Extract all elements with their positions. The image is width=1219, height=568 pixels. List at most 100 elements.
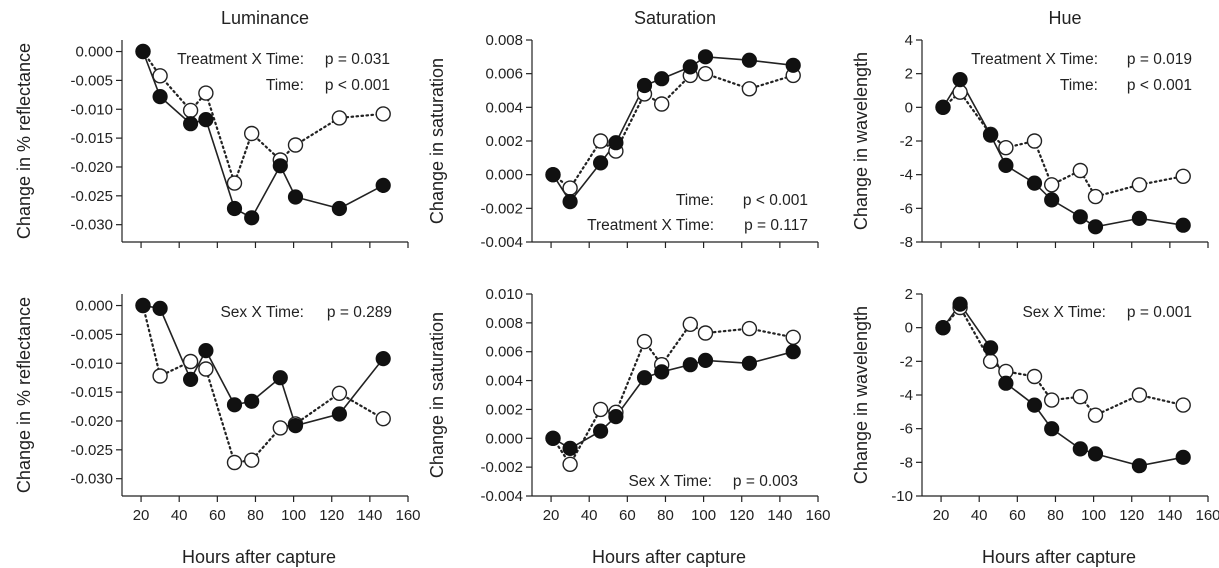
- data-point-filled: [785, 57, 801, 73]
- data-point-open: [152, 368, 168, 384]
- data-point-filled: [952, 296, 968, 312]
- data-point-filled: [545, 167, 561, 183]
- data-point-filled: [272, 370, 288, 386]
- y-tick-label: -0.030: [70, 471, 113, 488]
- data-point-open: [375, 411, 391, 427]
- x-tick-label: 80: [247, 507, 264, 524]
- y-tick-label: -0.002: [480, 459, 523, 476]
- y-tick-label: 0.000: [485, 167, 523, 184]
- y-tick-label: -0.004: [480, 234, 523, 251]
- data-point-filled: [636, 77, 653, 94]
- x-tick-label: 100: [281, 507, 306, 524]
- y-tick-label: 0: [905, 320, 913, 337]
- panel-4: 0.000 -0.005 -0.010 -0.015 -0.020 -0.025 -0.03…: [14, 294, 421, 567]
- data-point-filled: [1131, 210, 1148, 226]
- y-tick-label: 0.002: [485, 401, 523, 418]
- data-point-filled: [135, 43, 151, 60]
- data-point-open: [785, 329, 801, 345]
- y-tick-label: 0.008: [485, 315, 523, 332]
- y-tick-label: -0.015: [70, 130, 113, 147]
- data-point-open: [198, 85, 214, 101]
- y-tick-label: -0.025: [70, 442, 113, 459]
- stat-value: p < 0.001: [1127, 77, 1192, 94]
- data-point-filled: [183, 371, 199, 387]
- data-point-filled: [287, 189, 304, 205]
- data-point-filled: [1072, 209, 1088, 225]
- data-point-open: [562, 180, 578, 196]
- y-tick-label: 0.004: [485, 99, 523, 116]
- series-line-dotted: [941, 305, 1185, 417]
- y-tick-label: 0.006: [485, 66, 523, 83]
- y-tick-label: 0: [905, 99, 913, 116]
- data-point-filled: [998, 375, 1014, 391]
- stat-label: Sex X Time:: [220, 304, 304, 321]
- data-point-open: [331, 110, 348, 126]
- data-point-open: [226, 175, 243, 191]
- data-point-open: [1026, 368, 1043, 385]
- x-axis-label: Hours after capture: [592, 547, 746, 567]
- y-tick-label: -6: [900, 421, 913, 438]
- y-tick-label: 0.000: [75, 298, 113, 315]
- x-tick-label: 80: [657, 507, 674, 524]
- data-point-filled: [244, 393, 260, 409]
- stat-label: Time:: [266, 77, 304, 94]
- data-point-filled: [1087, 446, 1104, 462]
- x-tick-label: 40: [971, 507, 988, 524]
- data-point-filled: [654, 364, 670, 380]
- series-line-solid: [552, 350, 794, 450]
- data-point-filled: [697, 49, 714, 65]
- y-tick-label: -0.020: [70, 413, 113, 430]
- data-point-filled: [226, 200, 243, 217]
- x-tick-label: 120: [319, 507, 344, 524]
- data-point-open: [182, 102, 199, 119]
- data-point-open: [998, 139, 1014, 156]
- data-point-filled: [198, 111, 214, 128]
- x-tick-label: 20: [933, 507, 950, 524]
- data-point-open: [697, 325, 714, 341]
- data-point-filled: [654, 71, 670, 87]
- data-point-open: [1072, 162, 1089, 179]
- data-point-open: [592, 401, 609, 418]
- data-point-filled: [183, 116, 199, 132]
- data-point-filled: [636, 370, 653, 386]
- stat-value: p = 0.289: [327, 304, 392, 321]
- data-point-filled: [741, 355, 758, 371]
- stat-label: Sex X Time:: [628, 473, 712, 490]
- y-tick-label: 4: [905, 32, 913, 49]
- data-point-open: [272, 420, 288, 436]
- data-point-filled: [1044, 421, 1060, 437]
- data-point-open: [375, 106, 391, 122]
- series-line-dotted: [141, 50, 385, 187]
- data-point-open: [741, 320, 758, 337]
- data-point-filled: [682, 59, 698, 75]
- x-tick-label: 60: [209, 507, 226, 524]
- data-point-open: [562, 456, 578, 472]
- data-point-filled: [935, 99, 951, 115]
- y-axis-label: Change in saturation: [427, 58, 447, 224]
- data-point-filled: [592, 423, 609, 439]
- stat-value: p = 0.001: [1127, 304, 1192, 321]
- data-point-open: [331, 385, 348, 401]
- data-point-filled: [608, 409, 624, 425]
- data-point-filled: [331, 406, 347, 422]
- data-point-open: [636, 333, 653, 350]
- stat-value: p = 0.019: [1127, 51, 1192, 68]
- data-point-open: [1087, 407, 1104, 423]
- data-point-filled: [152, 300, 168, 316]
- y-tick-label: -0.005: [70, 326, 113, 343]
- x-tick-label: 140: [1157, 507, 1182, 524]
- stat-label: Treatment X Time:: [971, 51, 1098, 68]
- data-point-filled: [375, 351, 391, 367]
- data-point-open: [654, 96, 670, 112]
- panel-title: Luminance: [221, 8, 309, 28]
- panel-1: 0.000 -0.005 -0.010 -0.015 -0.020 -0.025 -0.03…: [14, 8, 409, 248]
- data-point-open: [697, 65, 714, 82]
- data-point-filled: [287, 418, 304, 434]
- data-point-filled: [697, 352, 714, 368]
- y-tick-label: 2: [905, 286, 913, 303]
- series-line-solid: [942, 78, 1184, 228]
- y-tick-label: -0.020: [70, 159, 113, 176]
- data-point-open: [1131, 387, 1148, 403]
- x-axis-label: Hours after capture: [182, 547, 336, 567]
- data-point-filled: [545, 430, 561, 446]
